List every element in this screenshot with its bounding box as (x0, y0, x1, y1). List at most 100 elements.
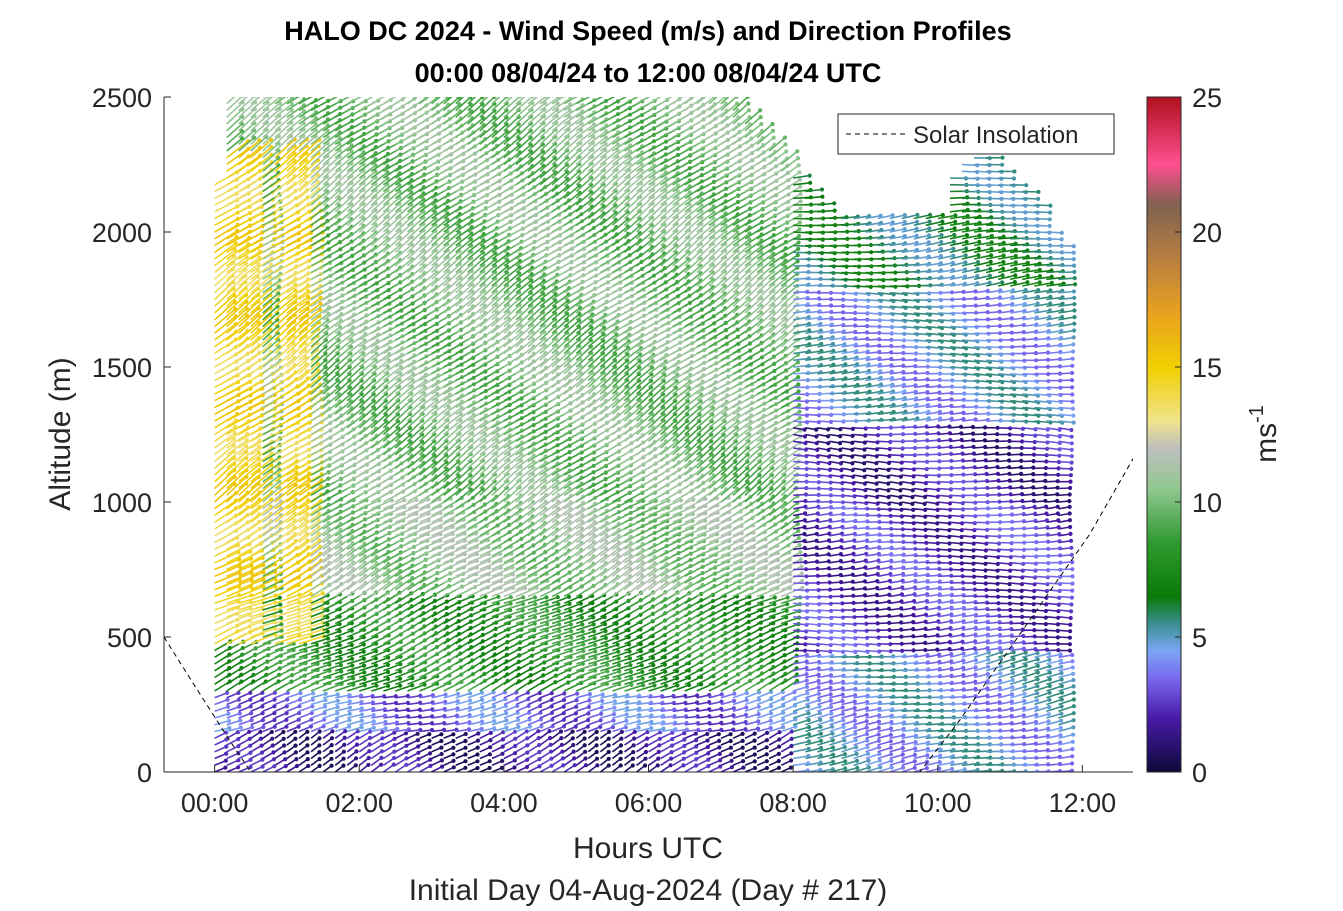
wind-barb-head (374, 677, 379, 682)
wind-barb-head (467, 705, 473, 710)
wind-barb-head (423, 89, 427, 93)
wind-barb (214, 483, 236, 503)
wind-barb (371, 97, 373, 98)
wind-barb (214, 249, 236, 267)
wind-barb-head (463, 738, 468, 744)
wind-barb-head (445, 89, 449, 93)
wind-barb-head (508, 595, 513, 600)
wind-barb-head (236, 697, 241, 702)
wind-barb (214, 551, 239, 564)
wind-barb-head (427, 738, 432, 743)
wind-barb-head (475, 759, 480, 764)
wind-barb-head (463, 765, 468, 770)
wind-barb-head (487, 752, 492, 757)
wind-barb-head (266, 88, 270, 92)
chart-subtitle: 00:00 08/04/24 to 12:00 08/04/24 UTC (415, 58, 882, 88)
wind-barb-head (398, 676, 403, 681)
wind-barb (214, 720, 230, 726)
wind-barb-head (451, 745, 456, 750)
wind-barb-head (327, 86, 331, 90)
wind-barb-head (361, 663, 367, 668)
wind-barb (226, 619, 251, 632)
wind-barb-head (253, 97, 258, 98)
wind-barb-head (224, 751, 229, 756)
wind-barb-head (350, 663, 355, 668)
wind-barb (250, 97, 253, 98)
wind-barb-head (305, 729, 310, 734)
wind-barb-head (434, 89, 438, 93)
wind-barb-head (254, 87, 258, 91)
wind-barb-head (476, 731, 481, 736)
wind-barb-head (379, 755, 384, 761)
wind-barb-head (227, 725, 232, 731)
wind-barb (238, 97, 240, 98)
wind-barb (214, 255, 235, 274)
wind-barb-head (279, 615, 284, 621)
wind-barb (214, 727, 230, 733)
wind-barb-head (226, 711, 231, 716)
wind-barb-head (451, 738, 456, 744)
wind-barb-head (314, 642, 319, 648)
wind-barb-head (254, 81, 258, 85)
wind-barb-head (383, 726, 388, 731)
wind-barb-head (232, 299, 237, 304)
wind-barb-head (400, 83, 404, 87)
wind-barb-head (468, 691, 473, 696)
wind-barb-head (359, 706, 364, 711)
wind-barb (347, 97, 349, 98)
wind-barb-head (415, 738, 420, 743)
wind-barb (311, 97, 313, 98)
wind-barb (395, 97, 397, 98)
wind-barb-head (412, 90, 416, 94)
wind-barb-head (305, 743, 310, 748)
wind-barb (226, 719, 241, 726)
wind-barb-head (451, 752, 456, 757)
wind-barb (214, 558, 240, 571)
wind-barb (226, 731, 239, 739)
wind-barb-head (347, 705, 352, 710)
wind-barb-head (512, 765, 517, 770)
wind-barb (214, 600, 239, 611)
wind-barb (226, 692, 239, 699)
wind-barb-head (493, 88, 497, 92)
wind-barb-head (475, 752, 480, 757)
wind-barb-head (260, 718, 265, 723)
wind-barb (214, 667, 230, 679)
wind-barb-head (504, 718, 509, 723)
wind-barb (214, 653, 230, 665)
wind-barb-head (233, 241, 238, 246)
wind-barb (226, 680, 242, 692)
wind-barb (214, 294, 235, 314)
wind-barb-head (371, 719, 376, 724)
wind-barb-head (359, 718, 364, 723)
wind-barb-head (294, 763, 300, 769)
wind-barb (214, 275, 234, 294)
wind-barb (226, 726, 242, 733)
wind-barb-head (241, 87, 245, 91)
wind-barb-head (347, 718, 352, 723)
wind-barb-head (451, 765, 456, 770)
wind-barb-head (270, 736, 275, 741)
wind-barb (214, 713, 229, 719)
wind-barb-head (232, 437, 237, 442)
wind-barb (226, 667, 242, 679)
wind-barb-head (325, 629, 330, 634)
wind-barb-head (347, 699, 352, 704)
wind-barb (214, 572, 240, 584)
wind-barb-head (339, 86, 343, 90)
wind-barb (226, 712, 241, 719)
wind-barb-head (341, 756, 346, 761)
wind-barb-head (349, 642, 354, 648)
wind-barb (359, 97, 361, 98)
wind-barb-head (455, 699, 460, 704)
wind-barb-head (302, 91, 306, 95)
wind-barb-head (261, 724, 266, 730)
wind-barb-head (389, 91, 393, 95)
wind-barb (226, 759, 239, 767)
wind-barb-head (236, 765, 241, 770)
wind-barb-head (325, 636, 331, 641)
wind-barb-head (278, 89, 282, 93)
wind-barb-head (427, 732, 432, 737)
wind-barb-head (236, 690, 241, 696)
